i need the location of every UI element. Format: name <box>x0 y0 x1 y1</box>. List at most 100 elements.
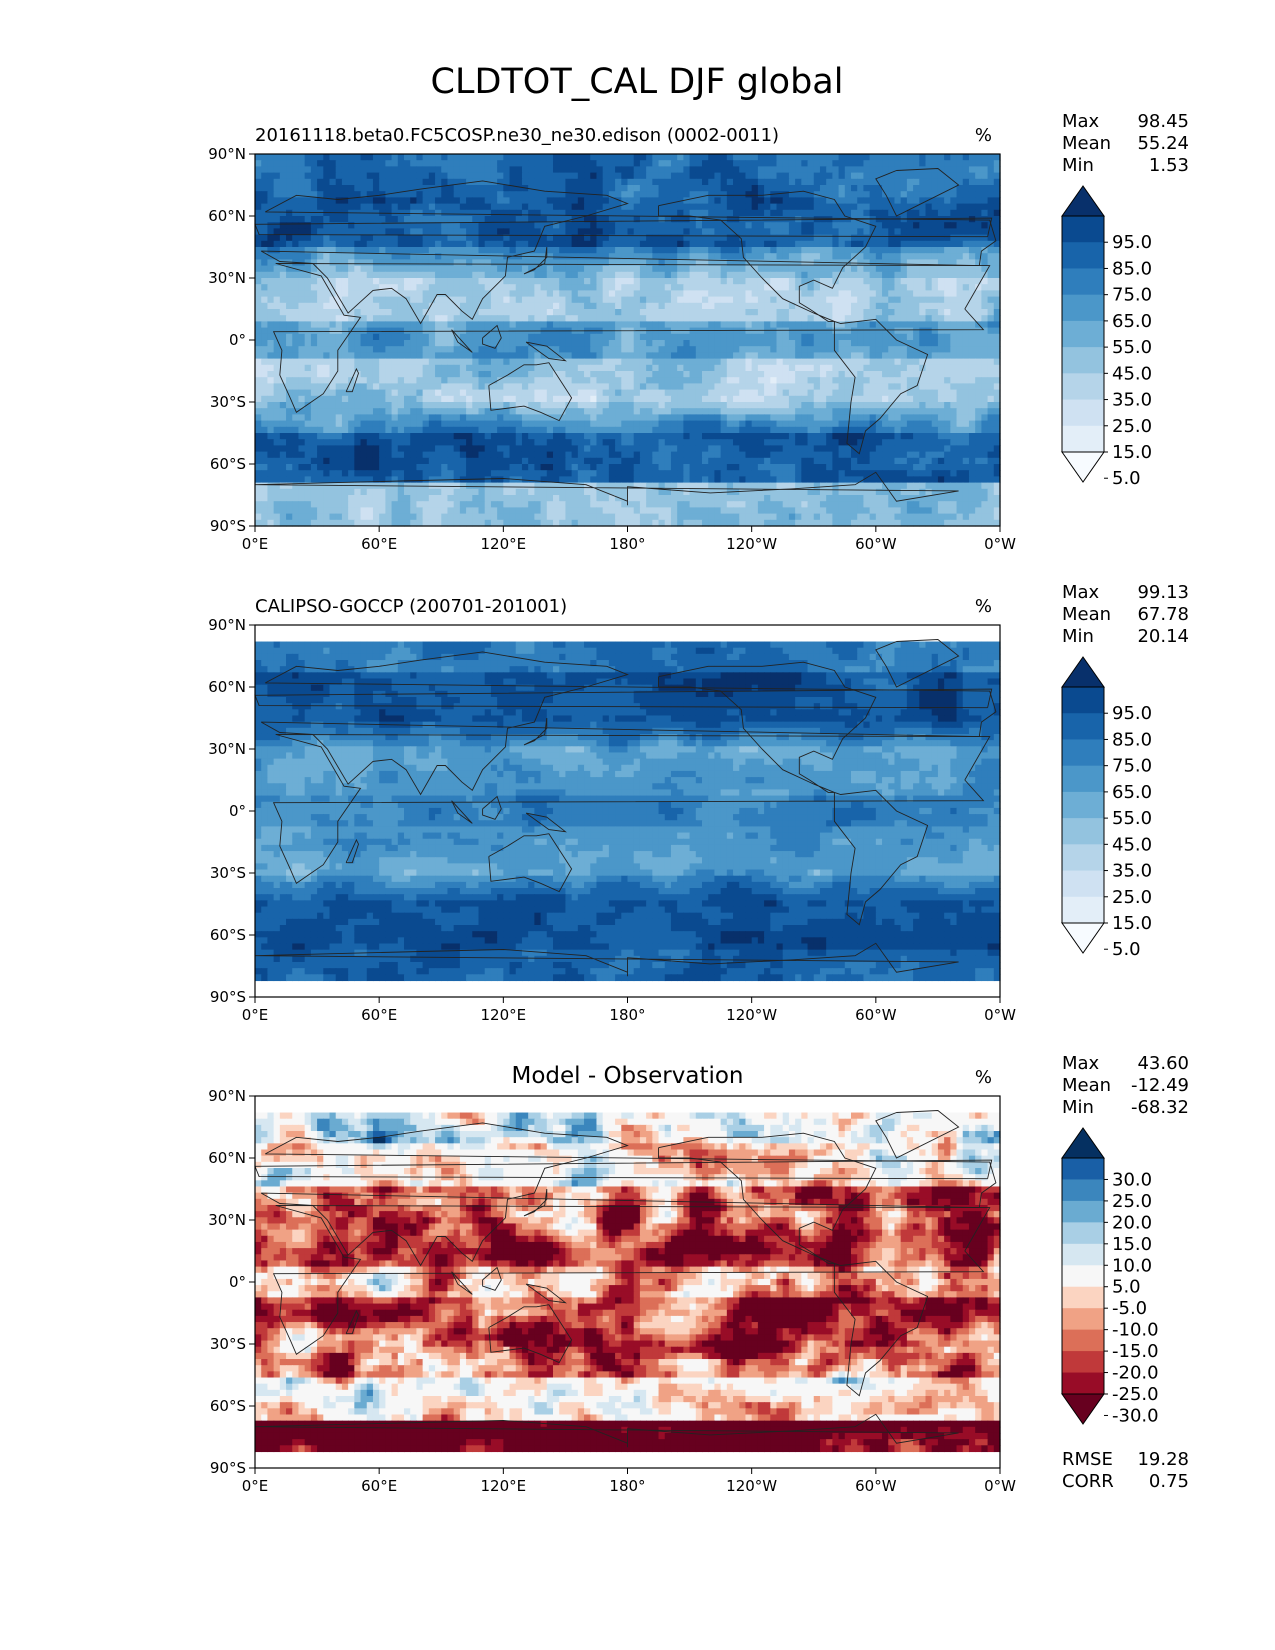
colorbar-label: 5.0 <box>1112 1277 1141 1298</box>
colorbar-label: -10.0 <box>1112 1320 1159 1341</box>
colorbar-label: 5.0 <box>1112 939 1141 960</box>
colorbar-label: -5.0 <box>1112 1298 1147 1319</box>
stat-value: 20.14 <box>1137 626 1189 647</box>
stat-value: 43.60 <box>1137 1053 1189 1074</box>
x-tick-label: 120°E <box>481 1006 527 1024</box>
x-tick-label: 180° <box>609 1006 645 1024</box>
stat-label: Max <box>1062 111 1100 132</box>
y-tick-label: 60°S <box>210 926 246 944</box>
figure-title: CLDTOT_CAL DJF global <box>431 62 844 102</box>
colorbar-label: 45.0 <box>1112 834 1152 855</box>
y-tick-label: 60°S <box>210 1397 246 1415</box>
colorbar-segment <box>1062 1158 1104 1180</box>
colorbar-segment <box>1062 399 1104 427</box>
stat-label: Max <box>1062 582 1100 603</box>
colorbar-segment <box>1062 373 1104 401</box>
colorbar-segment <box>1062 1179 1104 1202</box>
colorbar-label: 45.0 <box>1112 363 1152 384</box>
y-tick-label: 90°S <box>210 1459 246 1477</box>
y-tick-label: 30°N <box>208 269 246 287</box>
colorbar-label: 75.0 <box>1112 756 1152 777</box>
colorbar-label: 35.0 <box>1112 390 1152 411</box>
stat-label: Max <box>1062 1053 1100 1074</box>
x-tick-label: 60°E <box>361 1477 397 1495</box>
colorbar: 95.0 85.0 75.0 65.0 55.0 45.0 35.0 25.0 15.0 5.0 <box>1061 185 1152 489</box>
stat-label: RMSE <box>1062 1449 1113 1470</box>
stat-value: 1.53 <box>1149 155 1189 176</box>
y-tick-label: 0° <box>229 1273 246 1291</box>
stat-value: 98.45 <box>1137 111 1189 132</box>
colorbar-label: 35.0 <box>1112 861 1152 882</box>
colorbar-segment <box>1062 1372 1104 1395</box>
panel-1: 90°N 60°N 30°N 0° 30°S 60°S 90°S0°E 60°E 120°E 18… <box>208 111 1189 553</box>
stat-label: Min <box>1062 626 1094 647</box>
coastlines <box>254 168 997 506</box>
colorbar-label: 5.0 <box>1112 468 1141 489</box>
colorbar: 30.025.020.015.010.05.0-5.0-10.0-15.0-20… <box>1061 1127 1159 1426</box>
panel-title: CALIPSO-GOCCP (200701-201001) <box>255 596 567 617</box>
coastlines <box>254 639 997 977</box>
panel-title: 20161118.beta0.FC5COSP.ne30_ne30.edison … <box>255 125 779 146</box>
colorbar-label: -30.0 <box>1112 1405 1159 1426</box>
y-tick-label: 30°S <box>210 1335 246 1353</box>
x-tick-label: 60°E <box>361 535 397 553</box>
stat-label: Mean <box>1062 1075 1111 1096</box>
x-tick-label: 120°W <box>726 1477 777 1495</box>
colorbar-segment <box>1062 1222 1104 1245</box>
stat-label: Min <box>1062 155 1094 176</box>
colorbar-label: 55.0 <box>1112 808 1152 829</box>
colorbar-segment <box>1062 687 1104 714</box>
units-label: % <box>975 125 992 146</box>
x-tick-label: 120°W <box>726 1006 777 1024</box>
colorbar-label: 15.0 <box>1112 1234 1152 1255</box>
colorbar-segment <box>1062 896 1104 924</box>
colorbar-segment <box>1062 242 1104 269</box>
colorbar-segment <box>1062 1351 1104 1374</box>
x-tick-label: 0°E <box>242 535 269 553</box>
x-tick-label: 0°W <box>984 1006 1016 1024</box>
colorbar-segment <box>1062 713 1104 740</box>
stat-label: Min <box>1062 1097 1094 1118</box>
y-tick-label: 90°S <box>210 988 246 1006</box>
colorbar-label: 65.0 <box>1112 311 1152 332</box>
colorbar-segment <box>1062 347 1104 374</box>
colorbar-segment <box>1062 791 1104 819</box>
colorbar-segment <box>1062 1200 1104 1223</box>
colorbar-label: 75.0 <box>1112 285 1152 306</box>
stat-value: 67.78 <box>1137 604 1189 625</box>
colorbar-label: 25.0 <box>1112 887 1152 908</box>
colorbar-segment <box>1062 818 1104 845</box>
colorbar-label: 15.0 <box>1112 442 1152 463</box>
y-tick-label: 30°S <box>210 393 246 411</box>
y-tick-label: 60°N <box>208 1149 246 1167</box>
colorbar-label: -20.0 <box>1112 1363 1159 1384</box>
x-tick-label: 120°W <box>726 535 777 553</box>
colorbar-label: 85.0 <box>1112 258 1152 279</box>
stat-label: Mean <box>1062 604 1111 625</box>
colorbar-label: 25.0 <box>1112 416 1152 437</box>
stat-value: 55.24 <box>1137 133 1189 154</box>
x-tick-label: 120°E <box>481 1477 527 1495</box>
units-label: % <box>975 596 992 617</box>
colorbar-label: 95.0 <box>1112 703 1152 724</box>
units-label: % <box>975 1067 992 1088</box>
x-tick-label: 0°W <box>984 535 1016 553</box>
colorbar-label: 65.0 <box>1112 782 1152 803</box>
stat-value: -12.49 <box>1131 1075 1189 1096</box>
panel-2: 90°N 60°N 30°N 0° 30°S 60°S 90°S0°E 60°E 120°E 18… <box>208 582 1189 1024</box>
stat-value: 19.28 <box>1137 1449 1189 1470</box>
y-tick-label: 0° <box>229 331 246 349</box>
map-field <box>255 1112 1001 1453</box>
colorbar-label: 10.0 <box>1112 1255 1152 1276</box>
colorbar-label: -15.0 <box>1112 1341 1159 1362</box>
colorbar-segment <box>1062 1265 1104 1288</box>
x-tick-label: 180° <box>609 535 645 553</box>
colorbar-label: 55.0 <box>1112 337 1152 358</box>
stat-label: Mean <box>1062 133 1111 154</box>
colorbar-segment <box>1062 216 1104 243</box>
y-tick-label: 90°N <box>208 1087 246 1105</box>
colorbar-label: -25.0 <box>1112 1384 1159 1405</box>
y-tick-label: 90°N <box>208 145 246 163</box>
colorbar-label: 30.0 <box>1112 1169 1152 1190</box>
colorbar-segment <box>1062 739 1104 767</box>
